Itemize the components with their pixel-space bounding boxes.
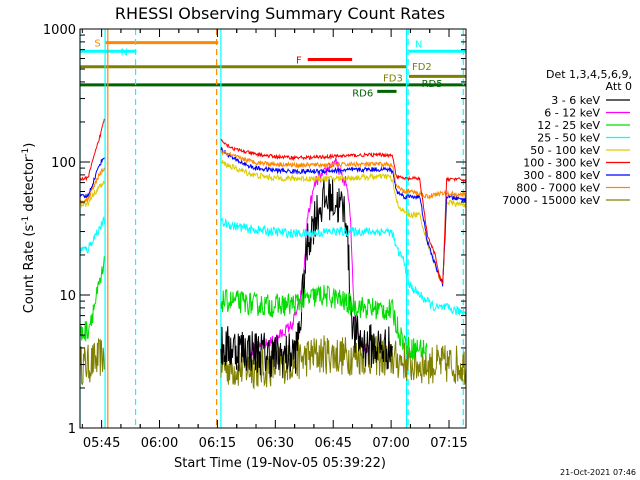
y-axis: 1 10 100 1000 [43,23,466,437]
y-tick-label-0: 1 [68,422,76,437]
legend-header-1: Att 0 [606,80,632,93]
legend-label-7: 800 - 7000 keV [516,182,600,195]
flag-label-1: N [121,47,128,58]
series-line-8-0 [79,118,105,182]
y-tick-label-1: 10 [59,289,76,304]
y-tick-label-2: 100 [51,156,76,171]
legend-label-0: 3 - 6 keV [551,94,600,107]
footer-timestamp: 21-Oct-2021 07:46 [560,468,636,477]
flag-label-6: RD5 [422,79,443,90]
flag-label-5: FD3 [383,73,403,84]
legend-header-0: Det 1,3,4,5,6,9, [546,68,632,81]
series-line-5-1 [220,160,467,285]
y-axis-label-sup1: -1 [21,216,31,225]
x-axis-label: Start Time (19-Nov-05 05:39:22) [174,456,386,471]
flag-label-0: S [94,39,100,50]
x-tick-label-3: 06:30 [257,436,294,451]
x-tick-label-2: 06:15 [199,436,236,451]
x-tick-label-1: 06:00 [141,436,178,451]
legend-label-3: 25 - 50 keV [537,132,600,145]
y-axis-label: Count Rate (s-1 detector-1) [21,143,37,314]
x-tick-label-0: 05:45 [83,436,120,451]
flag-label-3: F [296,55,302,66]
legend-label-5: 100 - 300 keV [523,157,600,170]
y-axis-label-sup2: -1 [21,148,31,157]
legend-label-8: 7000 - 15000 keV [502,194,600,207]
x-tick-label-6: 07:15 [430,436,467,451]
series-line-1-1 [249,156,370,357]
legend-label-6: 300 - 800 keV [523,169,600,182]
series-line-4-0 [79,215,105,254]
chart-title: RHESSI Observing Summary Count Rates [115,4,445,23]
x-axis: 05:45 06:00 06:15 06:30 06:45 07:00 07:15 [81,29,468,451]
y-axis-label-main: Count Rate (s [22,225,37,314]
series-line-0-0 [79,337,105,386]
y-axis-label-end: ) [22,143,37,148]
series-line-4-1 [220,217,467,317]
flag-label-2: N [415,39,422,50]
series-line-3-0 [79,256,105,342]
legend-label-4: 50 - 100 keV [530,144,600,157]
series-line-7-0 [79,167,105,205]
series-line-3-1 [220,284,428,360]
series-line-5-0 [79,180,105,209]
series-line-2-0 [220,176,393,379]
series-line-6-1 [220,146,467,287]
flag-label-4: FD2 [412,62,432,73]
series-line-8-1 [220,138,467,284]
series-layer [79,118,467,390]
series-line-0-1 [220,335,467,390]
x-tick-label-5: 07:00 [372,436,409,451]
series-line-7-1 [220,149,467,200]
flags-layer: S N N F FD2 FD3 RD5 RD6 [80,39,466,99]
x-tick-label-4: 06:45 [314,436,351,451]
plot-frame [79,28,467,429]
legend-label-2: 12 - 25 keV [537,119,600,132]
y-axis-label-mid: detector [22,156,37,216]
legend-label-1: 6 - 12 keV [544,107,600,120]
y-tick-label-3: 1000 [43,23,76,38]
flag-label-7: RD6 [352,88,373,99]
